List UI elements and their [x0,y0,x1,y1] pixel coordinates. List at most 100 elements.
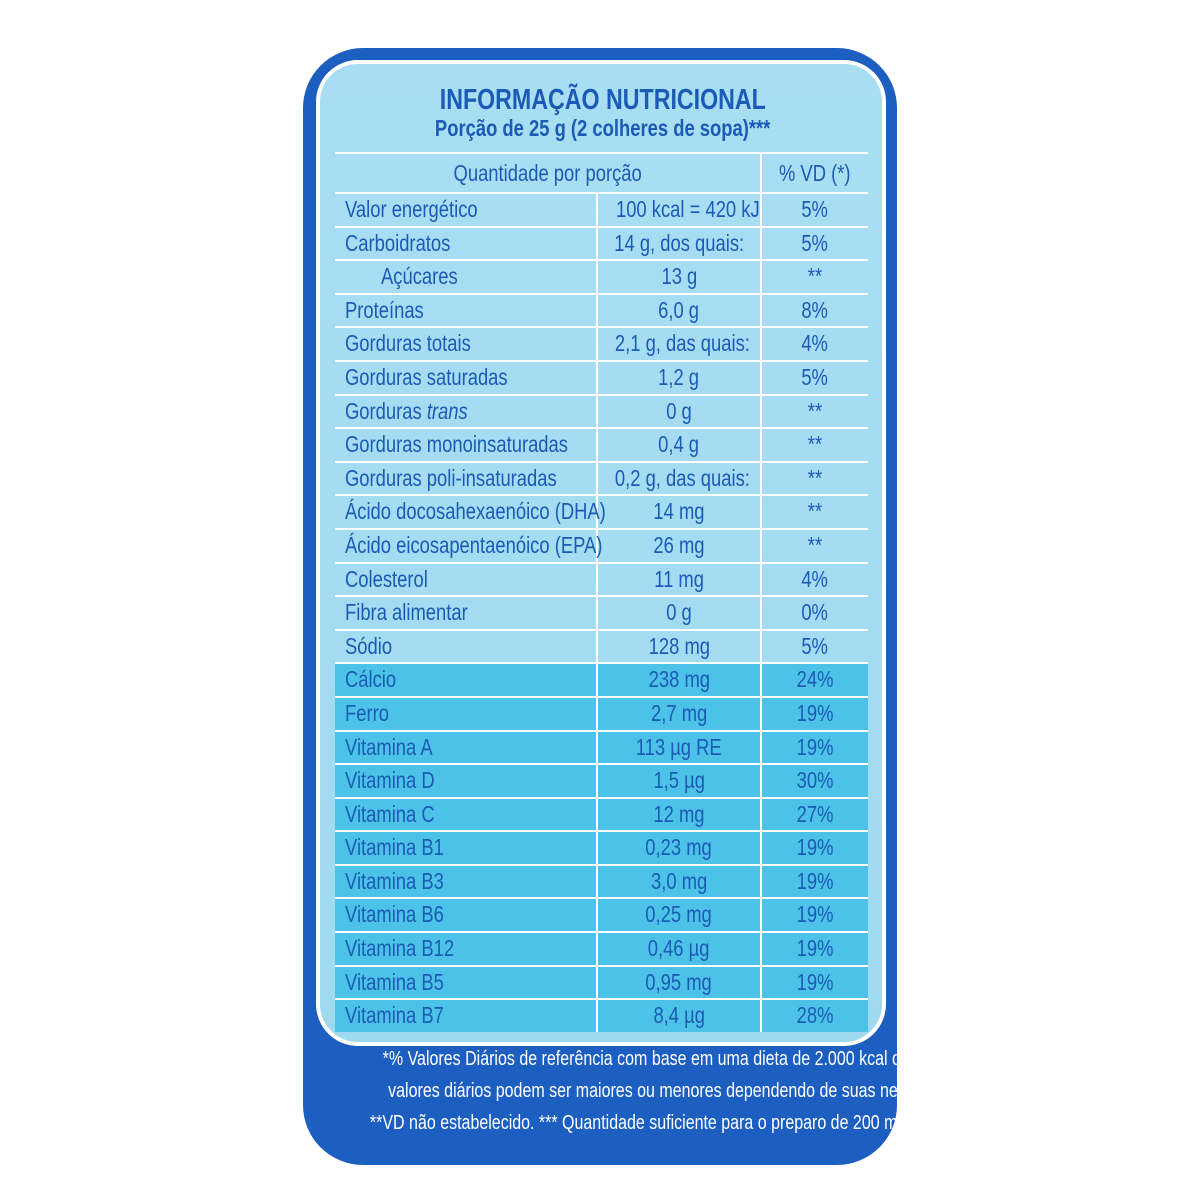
label-cell: Gorduras totais [335,328,598,360]
amount: 14 mg [653,498,705,525]
amount: 2,1 g, das quais: [614,330,750,357]
daily-value: 4% [801,330,829,357]
daily-value: 19% [796,867,834,894]
label: Gorduras poli-insaturadas [345,464,557,491]
label: Valor energético [345,196,478,222]
label-text: Gorduras poli-insaturadas [345,463,557,494]
daily-value: ** [807,397,823,424]
label-cell: Ácido docosahexaenóico (DHA) [335,496,606,528]
daily-value: ** [807,263,823,290]
label-cell: Vitamina B12 [335,933,598,965]
title-text: INFORMAÇÃO NUTRICIONAL [439,84,767,116]
table-row: Gorduras saturadas 1,2 g 5% [335,359,868,394]
daily-value: 28% [796,1002,834,1029]
header-text: % VD (*) [779,160,851,186]
label: Ferro [345,699,389,726]
label-cell: Sódio [335,630,598,663]
daily-value: 5% [801,363,829,390]
amount: 6,0 g [658,296,700,323]
amount-cell: 128 mg [598,630,762,663]
footnote-line: valores diários podem ser maiores ou men… [303,1075,1069,1107]
table-row: Vitamina B6 0,25 mg 19% [335,897,868,932]
table-row: Ácido docosahexaenóico (DHA) 14 mg ** [335,494,868,528]
amount: 100 kcal = 420 kJ [615,196,760,222]
amount-cell: 0,95 mg [598,966,762,999]
daily-value: 5% [801,229,829,256]
amount-cell: 0,25 mg [598,899,762,932]
amount: 113 µg RE [636,733,722,760]
footnote-line: *% Valores Diários de referência com bas… [303,1043,1020,1075]
amount-cell: 0,4 g [598,429,762,461]
label-text: Fibra alimentar [345,597,468,628]
header-row: Quantidade por porção % VD (*) [335,152,868,192]
table-row: Valor energético 100 kcal = 420 kJ 5% [335,192,868,226]
label: Colesterol [345,565,428,592]
label: Gorduras monoinsaturadas [345,431,568,458]
amount-cell: 26 mg [598,529,762,562]
amount: 0,46 µg [648,935,710,962]
table-row: Vitamina B7 8,4 µg 28% [335,998,868,1032]
daily-value: 27% [796,800,834,827]
label-cell: Gorduras monoinsaturadas [335,429,598,461]
table-row: Vitamina D 1,5 µg 30% [335,763,868,797]
label: Vitamina C [345,800,435,827]
vd-cell: 4% [762,564,868,596]
label-cell: Vitamina B6 [335,899,598,932]
label: Fibra alimentar [345,599,468,626]
vd-cell: 5% [762,228,868,260]
label-text: Gorduras monoinsaturadas [345,429,568,460]
vd-cell: 19% [762,933,868,965]
footnotes: *% Valores Diários de referência com bas… [303,1043,1070,1139]
daily-value: 24% [796,666,834,693]
label: Proteínas [345,296,424,323]
table-row: Proteínas 6,0 g 8% [335,292,868,327]
label: Sódio [345,632,393,659]
label-text: Açúcares [381,261,458,292]
vd-cell: 8% [762,295,868,327]
daily-value: 19% [796,968,834,995]
label: Vitamina B3 [345,867,444,894]
daily-value: 8% [801,296,829,323]
label: Ácido eicosapentaenóico (EPA) [345,531,603,558]
label-text: Vitamina B5 [345,967,444,998]
amount: 0,23 mg [645,834,713,861]
table-row: Gorduras trans 0 g ** [335,393,868,428]
label-text: Gorduras totais [345,328,471,359]
amount: 8,4 µg [653,1002,705,1029]
amount: 128 mg [648,632,710,659]
vd-cell: 28% [762,1000,868,1032]
label: Carboidratos [345,229,451,256]
amount-cell: 1,5 µg [598,765,762,797]
amount-cell: 2,1 g, das quais: [598,328,762,360]
label-text: Vitamina D [345,765,435,796]
amount-cell: 1,2 g [598,361,762,394]
footnote: *% Valores Diários de referência com bas… [382,1048,1021,1070]
label-cell: Vitamina B1 [335,832,598,864]
label-text: Carboidratos [345,228,450,259]
daily-value: 19% [796,834,834,861]
amount-cell: 0,23 mg [598,832,762,864]
vd-cell: 30% [762,765,868,797]
table-row: Gorduras monoinsaturadas 0,4 g ** [335,427,868,461]
vd-cell: ** [762,429,868,461]
label-cell: Proteínas [335,294,598,327]
label-cell: Ferro [335,697,598,730]
label-cell: Açúcares [335,261,598,293]
label-cell: Vitamina A [335,731,598,764]
daily-value: 19% [796,935,834,962]
amount: 0 g [666,397,692,424]
label-text: Vitamina C [345,799,435,830]
daily-value: 5% [801,632,829,659]
amount: 11 mg [654,565,704,592]
label-text: Vitamina B6 [345,899,444,930]
vd-cell: 5% [762,194,868,226]
header-cell: % VD (*) [762,154,868,192]
label-text: Sódio [345,631,392,662]
vd-cell: 19% [762,732,868,764]
amount: 14 g, dos quais: [614,229,745,256]
label: Vitamina B6 [345,901,444,928]
label: Açúcares [381,263,458,290]
label-text: Vitamina B7 [345,1000,444,1031]
label: Ácido docosahexaenóico (DHA) [345,498,606,525]
